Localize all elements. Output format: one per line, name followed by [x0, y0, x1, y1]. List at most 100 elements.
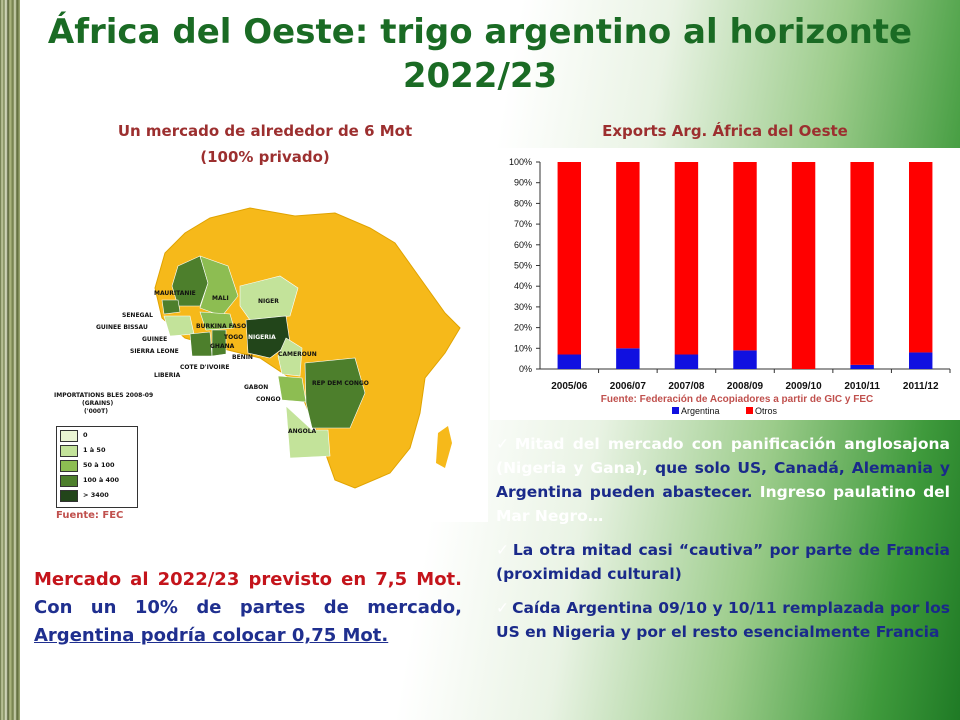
map-label-sierra-leone: SIERRA LEONE — [130, 348, 179, 355]
bullet-item-3: ✓ Caída Argentina 09/10 y 10/11 remplazad… — [496, 596, 950, 644]
map-label-nigeria: NIGERIA — [248, 334, 276, 341]
bar-otros — [733, 162, 757, 351]
x-tick-label: 2011/12 — [903, 381, 939, 392]
legend-swatch-4 — [60, 490, 78, 502]
legend-title-line-2: (GRAINS) — [82, 400, 114, 407]
map-label-niger: NIGER — [258, 298, 279, 305]
rdc-region — [304, 357, 366, 429]
y-tick-label: 50% — [514, 261, 532, 271]
y-tick-label: 100% — [509, 157, 532, 167]
x-tick-label: 2006/07 — [610, 381, 647, 392]
map-label-guinee-bissau: GUINEE BISSAU — [96, 324, 148, 331]
legend-label-argentina: Argentina — [681, 406, 720, 416]
y-tick-label: 90% — [514, 178, 532, 188]
angola-region — [285, 405, 331, 459]
legend-label-1: 1 à 50 — [83, 446, 106, 454]
bar-otros — [791, 162, 816, 369]
legend-label-otros: Otros — [755, 406, 778, 416]
map-label-rep-dem-congo: REP DEM CONGO — [312, 380, 369, 387]
bullet-item-1: ✓ Mitad del mercado con panificación angl… — [496, 432, 950, 528]
x-tick-label: 2009/10 — [785, 381, 822, 392]
senegal-region — [161, 299, 181, 315]
bullet-1-text-a: Mitad del mercado con panificación anglo… — [496, 435, 950, 477]
map-label-cote-divoire: COTE D'IVOIRE — [180, 364, 230, 371]
niger-region — [239, 275, 299, 321]
legend-swatch-otros — [746, 407, 753, 414]
exports-chart: 0% 10% 20% 30% 40% 50% 60% 70% 80% 90% 100% 2005/06… — [490, 148, 960, 420]
checkmark-icon: ✓ — [496, 541, 510, 559]
legend-swatch-1 — [60, 445, 78, 457]
chart-source: Fuente: Federación de Acopiadores a part… — [601, 394, 873, 405]
bar-argentina — [733, 350, 757, 369]
x-tick-label: 2010/11 — [844, 381, 880, 392]
legend-label-0: 0 — [83, 431, 88, 439]
legend-swatch-2 — [60, 460, 78, 472]
y-tick-label: 80% — [514, 198, 532, 208]
map-legend: 0 1 à 50 50 à 100 100 à 400 > 3400 — [56, 426, 138, 508]
y-tick-label: 10% — [514, 343, 532, 353]
bar-otros — [557, 162, 581, 355]
legend-label-4: > 3400 — [83, 491, 109, 499]
y-tick-label: 40% — [514, 281, 532, 291]
y-tick-label: 0% — [519, 364, 532, 374]
bar-otros — [616, 162, 640, 349]
legend-swatch-3 — [60, 475, 78, 487]
forecast-text-3: Argentina podría colocar 0,75 Mot. — [34, 625, 389, 646]
left-heading-line-1: Un mercado de alrededor de 6 Mot — [117, 122, 413, 140]
madagascar-shape — [436, 426, 452, 468]
africa-map: MAURITANIE MALI NIGER SENEGAL GUINEE BIS… — [50, 188, 488, 522]
x-tick-label: 2008/09 — [727, 381, 764, 392]
forecast-text-2: Con un 10% de partes de mercado, — [34, 597, 462, 618]
guinea-region — [163, 315, 195, 337]
map-label-ghana: GHANA — [210, 343, 235, 350]
legend-title-line-1: IMPORTATIONS BLES 2008-09 — [54, 392, 154, 399]
checkmark-icon: ✓ — [496, 435, 512, 453]
x-tick-label: 2005/06 — [551, 381, 588, 392]
map-label-mali: MALI — [212, 295, 229, 302]
x-tick-label: 2007/08 — [668, 381, 705, 392]
map-label-togo: TOGO — [224, 334, 244, 341]
map-source: Fuente: FEC — [56, 510, 124, 521]
left-heading: Un mercado de alrededor de 6 Mot (100% p… — [60, 118, 470, 170]
title-line-2: 2022/23 — [402, 56, 558, 96]
bar-argentina — [850, 364, 874, 369]
cote-divoire-region — [189, 331, 213, 357]
gabon-congo-region — [277, 375, 307, 403]
forecast-text-1: Mercado al 2022/23 previsto en 7,5 Mot. — [34, 569, 462, 590]
map-label-burkina-faso: BURKINA FASO — [196, 323, 247, 330]
y-tick-label: 30% — [514, 302, 532, 312]
left-heading-line-2: (100% privado) — [200, 148, 330, 166]
bullet-1-text-b: que solo US, Canadá, Alemania y Argentin… — [496, 459, 950, 501]
legend-swatch-argentina — [672, 407, 679, 414]
map-label-benin: BENIN — [232, 354, 253, 361]
y-tick-label: 70% — [514, 219, 532, 229]
cameroun-region — [277, 337, 303, 377]
map-label-senegal: SENEGAL — [122, 312, 153, 319]
map-label-congo: CONGO — [256, 396, 281, 403]
bar-argentina — [616, 348, 640, 369]
legend-swatch-0 — [60, 430, 78, 442]
ghana-region — [211, 329, 227, 357]
bullet-1-text-c: Ingreso paulatino del Mar Negro… — [496, 483, 950, 525]
legend-title-line-3: ('000T) — [84, 408, 108, 415]
bar-argentina — [557, 354, 581, 369]
chart-title: Exports Arg. África del Oeste — [602, 122, 848, 140]
bullet-item-2: ✓ La otra mitad casi “cautiva” por parte … — [496, 538, 950, 586]
bar-argentina — [674, 354, 699, 369]
bar-otros — [850, 162, 874, 365]
map-label-cameroun: CAMEROUN — [278, 351, 317, 358]
exports-chart-svg: 0% 10% 20% 30% 40% 50% 60% 70% 80% 90% 100% 2005/06… — [509, 157, 951, 416]
decorative-wheat-strip — [0, 0, 20, 720]
map-label-angola: ANGOLA — [288, 428, 317, 435]
bullet-3-text: Caída Argentina 09/10 y 10/11 remplazada… — [496, 599, 950, 641]
africa-map-graphic — [154, 207, 461, 489]
map-label-liberia: LIBERIA — [154, 372, 181, 379]
legend-label-2: 50 à 100 — [83, 461, 115, 469]
y-tick-label: 20% — [514, 323, 532, 333]
map-label-mauritanie: MAURITANIE — [154, 290, 196, 297]
bullet-2-text: La otra mitad casi “cautiva” por parte d… — [496, 541, 950, 583]
y-tick-label: 60% — [514, 240, 532, 250]
map-label-guinee: GUINEE — [142, 336, 168, 343]
slide-title: África del Oeste: trigo argentino al hor… — [30, 10, 930, 98]
checkmark-icon: ✓ — [496, 599, 510, 617]
